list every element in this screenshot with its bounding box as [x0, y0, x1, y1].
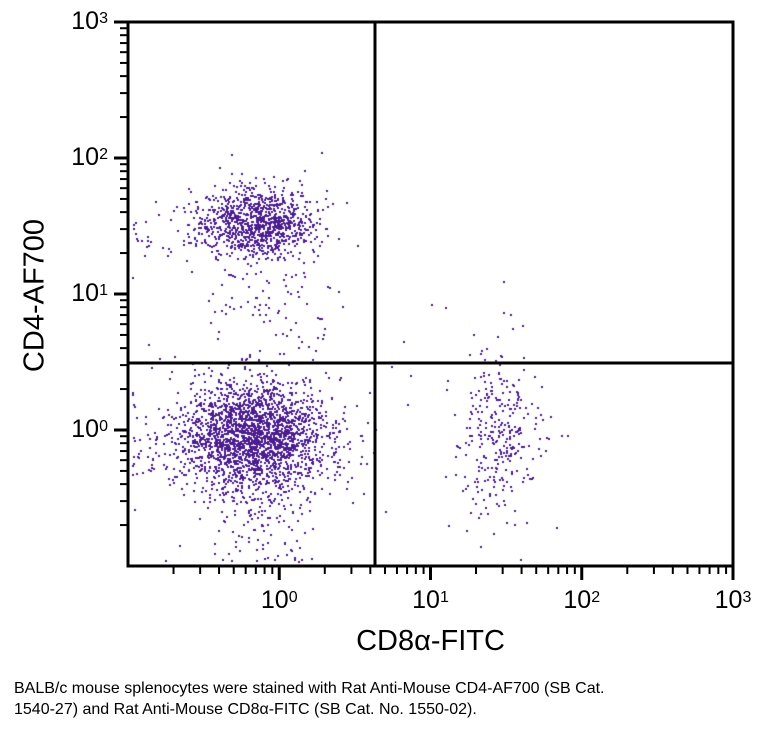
x-tick-label: 103: [714, 586, 752, 614]
scatter-plot: 100 101 102 103 100 101 102 103 CD4-AF700 CD8α-…: [0, 0, 762, 670]
x-axis-title: CD8α-FITC: [356, 625, 505, 657]
y-tick-label: 102: [71, 143, 108, 171]
y-tick-label: 100: [71, 415, 108, 443]
x-tick-label: 100: [260, 586, 298, 614]
x-tick-label: 101: [412, 586, 449, 614]
x-tick-label: 102: [563, 586, 601, 614]
scatter-points-canvas: [0, 0, 762, 670]
y-axis-title: CD4-AF700: [18, 218, 51, 373]
figure-caption: BALB/c mouse splenocytes were stained wi…: [14, 680, 605, 719]
y-tick-label: 103: [71, 7, 108, 35]
y-tick-label: 101: [71, 279, 108, 307]
